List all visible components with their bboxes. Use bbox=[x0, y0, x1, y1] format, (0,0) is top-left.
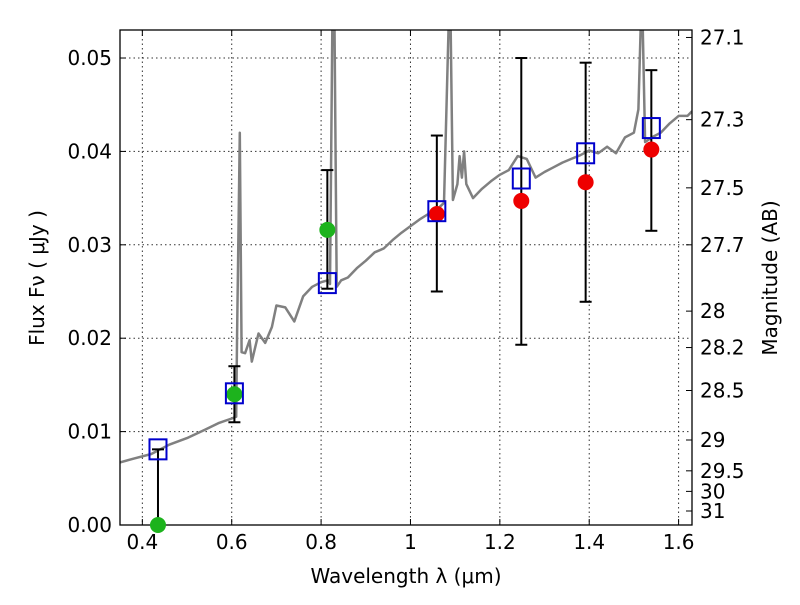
y2-tick-label: 31 bbox=[700, 499, 725, 523]
y2-tick-label: 27.1 bbox=[700, 25, 745, 49]
axes: 0.4 0.6 0.8 1 1.2 1.4 1.6 0.00 0.01 0.02 0.03 0.04 0… bbox=[67, 25, 744, 554]
grid bbox=[120, 30, 692, 526]
y2-tick-label: 30 bbox=[700, 479, 725, 503]
circle-marker bbox=[149, 517, 166, 533]
y-tick-label: 0.03 bbox=[67, 233, 112, 257]
circle-marker bbox=[226, 386, 243, 403]
y2-axis-label: Magnitude (AB) bbox=[758, 200, 782, 355]
y-axis-label: Flux Fν ( μJy ) bbox=[25, 210, 49, 346]
x-tick-label: 0.4 bbox=[126, 530, 158, 554]
square-marker bbox=[576, 142, 596, 165]
x-tick-label: 1.4 bbox=[573, 530, 605, 554]
y-tick-label: 0.00 bbox=[67, 513, 112, 537]
y2-tick-label: 28 bbox=[700, 299, 725, 323]
circle-marker bbox=[319, 221, 336, 238]
y-tick-label: 0.05 bbox=[67, 46, 112, 70]
circle-marker bbox=[577, 174, 594, 191]
model-spectrum-line bbox=[120, 30, 692, 464]
square-marker bbox=[427, 200, 447, 223]
square-marker bbox=[148, 438, 168, 461]
y2-tick-label: 27.7 bbox=[700, 233, 745, 257]
y2-tick-label: 28.2 bbox=[700, 336, 745, 360]
square-marker bbox=[224, 382, 244, 405]
square-marker bbox=[641, 117, 661, 140]
y2-tick-label: 27.5 bbox=[700, 176, 745, 200]
y-tick-label: 0.04 bbox=[67, 139, 112, 163]
y-tick-label: 0.02 bbox=[67, 326, 112, 350]
y2-tick-label: 29.5 bbox=[700, 459, 745, 483]
square-marker bbox=[317, 272, 337, 295]
y2-tick-label: 28.5 bbox=[700, 379, 745, 403]
x-tick-label: 0.8 bbox=[305, 530, 337, 554]
circle-marker bbox=[643, 141, 660, 158]
y2-tick-label: 29 bbox=[700, 428, 725, 452]
x-tick-label: 1.6 bbox=[663, 530, 695, 554]
x-tick-label: 0.6 bbox=[216, 530, 248, 554]
circle-marker bbox=[428, 205, 445, 222]
plot-frame bbox=[119, 29, 693, 526]
x-axis-label: Wavelength λ (μm) bbox=[310, 564, 501, 588]
x-tick-label: 1 bbox=[404, 530, 417, 554]
y2-tick-label: 27.3 bbox=[700, 108, 745, 132]
circle-marker bbox=[513, 192, 530, 209]
square-marker bbox=[511, 167, 531, 190]
plot-area bbox=[120, 30, 692, 525]
y-tick-label: 0.01 bbox=[67, 420, 112, 444]
x-tick-label: 1.2 bbox=[484, 530, 516, 554]
